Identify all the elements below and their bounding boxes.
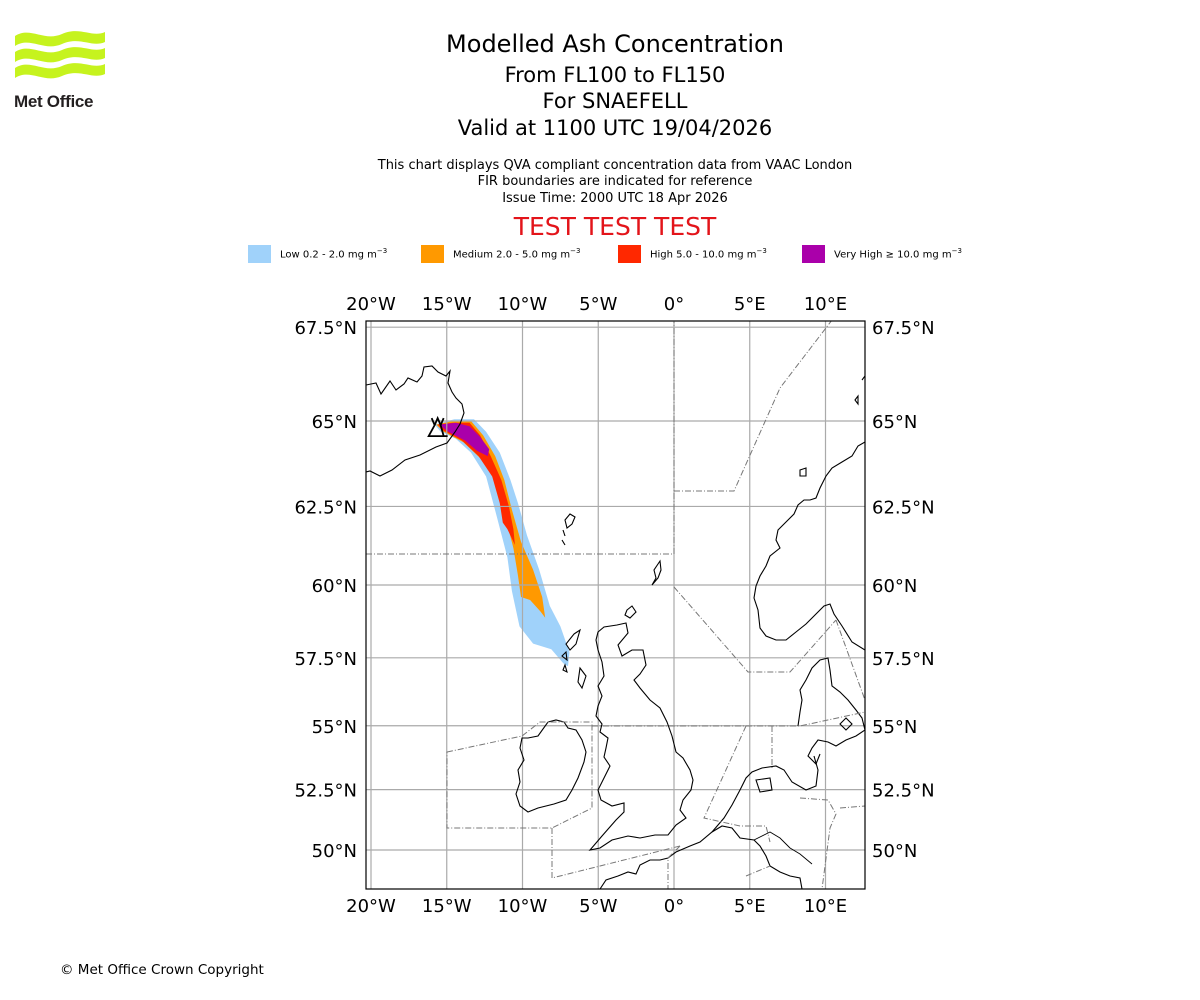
coastline-iceland: [366, 365, 465, 477]
lat-tick-label: 55°N: [872, 717, 917, 738]
fir-boundary: [667, 726, 837, 889]
volcano-marker: [427, 415, 448, 438]
map-frame: [365, 320, 866, 890]
lat-tick-label: 60°N: [312, 576, 357, 597]
lat-tick-label: 50°N: [312, 841, 357, 862]
copyright: © Met Office Crown Copyright: [60, 962, 264, 978]
lon-tick-label: 5°E: [734, 294, 766, 315]
lat-tick-label: 60°N: [872, 576, 917, 597]
graticule: [366, 321, 865, 889]
ash-contour-very-high: [439, 422, 490, 457]
fir-boundary: [674, 321, 832, 492]
legend-item-low: Low 0.2 - 2.0 mg m−3: [248, 244, 387, 264]
border-benelux: [753, 831, 813, 865]
lon-tick-label: 0°: [664, 294, 684, 315]
legend-item-high: High 5.0 - 10.0 mg m−3: [618, 244, 767, 264]
ash-contour-medium: [436, 421, 546, 618]
lat-tick-label: 65°N: [312, 412, 357, 433]
legend-item-medium: Medium 2.0 - 5.0 mg m−3: [421, 244, 580, 264]
legend-label-medium: Medium 2.0 - 5.0 mg m−3: [453, 247, 581, 261]
lat-tick-label: 52.5°N: [872, 781, 935, 802]
legend-swatch-low: [248, 245, 271, 263]
fir-boundaries: [366, 321, 865, 889]
coastlines: [366, 365, 865, 889]
coastline-faroes: [561, 513, 576, 546]
issue-time: Issue Time: 2000 UTC 18 Apr 2026: [502, 191, 728, 206]
lon-tick-label: 15°W: [422, 896, 472, 917]
legend-item-very-high: Very High ≥ 10.0 mg m−3: [802, 244, 962, 264]
coastline-ireland: [515, 719, 587, 813]
legend-swatch-medium: [421, 245, 444, 263]
ash-contours: [434, 419, 570, 667]
lon-tick-label: 5°W: [579, 294, 617, 315]
fir-boundary: [703, 725, 771, 843]
ash-contour-low: [434, 419, 570, 667]
volcano-name: For SNAEFELL: [542, 89, 688, 113]
legend-swatch-very-high: [802, 245, 825, 263]
test-banner: TEST TEST TEST: [513, 212, 717, 241]
fir-boundary: [835, 619, 865, 701]
lat-tick-label: 67.5°N: [294, 318, 357, 339]
lat-tick-label: 55°N: [312, 717, 357, 738]
coastline-france: [599, 825, 803, 889]
info-line-fir: FIR boundaries are indicated for referen…: [477, 174, 753, 189]
coastline-orkney: [624, 605, 637, 619]
met-office-logo: Met Office: [12, 28, 112, 114]
fir-boundary: [446, 721, 593, 829]
fir-boundary: [839, 805, 865, 809]
fir-boundary: [366, 322, 675, 555]
lon-tick-label: 10°E: [804, 896, 847, 917]
axis-tick-labels: 20°W 20°W 15°W 15°W 10°W 10°W 5°W 5°W 0° 0° 5°E 5°E…: [294, 294, 934, 917]
lat-tick-label: 65°N: [872, 412, 917, 433]
coastline-hebrides: [561, 628, 587, 690]
lat-tick-label: 52.5°N: [294, 781, 357, 802]
lon-tick-label: 10°E: [804, 294, 847, 315]
legend-label-high: High 5.0 - 10.0 mg m−3: [650, 247, 767, 261]
volcano-icon: [427, 415, 448, 438]
lat-tick-label: 50°N: [872, 841, 917, 862]
valid-time: Valid at 1100 UTC 19/04/2026: [457, 116, 773, 140]
coastline-shetland: [651, 559, 662, 586]
fir-boundary: [673, 586, 837, 673]
lat-tick-label: 62.5°N: [294, 497, 357, 518]
lon-tick-label: 10°W: [498, 294, 548, 315]
legend-label-low: Low 0.2 - 2.0 mg m−3: [280, 247, 388, 261]
lon-tick-label: 10°W: [498, 896, 548, 917]
lat-tick-label: 62.5°N: [872, 497, 935, 518]
flight-level-range: From FL100 to FL150: [504, 63, 726, 87]
lon-tick-label: 20°W: [346, 896, 396, 917]
lat-tick-label: 57.5°N: [872, 649, 935, 670]
coastline-great-britain: [588, 622, 694, 851]
lat-tick-label: 57.5°N: [294, 649, 357, 670]
coastline-norway: [753, 375, 865, 651]
chart-title: Modelled Ash Concentration: [446, 30, 784, 58]
lon-tick-label: 20°W: [346, 294, 396, 315]
lat-tick-label: 67.5°N: [872, 318, 935, 339]
fir-boundary: [551, 711, 865, 879]
coastline-denmark: [797, 657, 865, 765]
coastline-netherlands-germany: [711, 755, 819, 833]
lon-tick-label: 15°W: [422, 294, 472, 315]
legend-swatch-high: [618, 245, 641, 263]
logo-text: Met Office: [14, 92, 94, 111]
met-office-waves-icon: [15, 31, 105, 79]
lon-tick-label: 5°E: [734, 896, 766, 917]
legend-label-very-high: Very High ≥ 10.0 mg m−3: [834, 247, 962, 261]
info-line-qva: This chart displays QVA compliant concen…: [377, 158, 853, 173]
lon-tick-label: 5°W: [579, 896, 617, 917]
lon-tick-label: 0°: [664, 896, 684, 917]
